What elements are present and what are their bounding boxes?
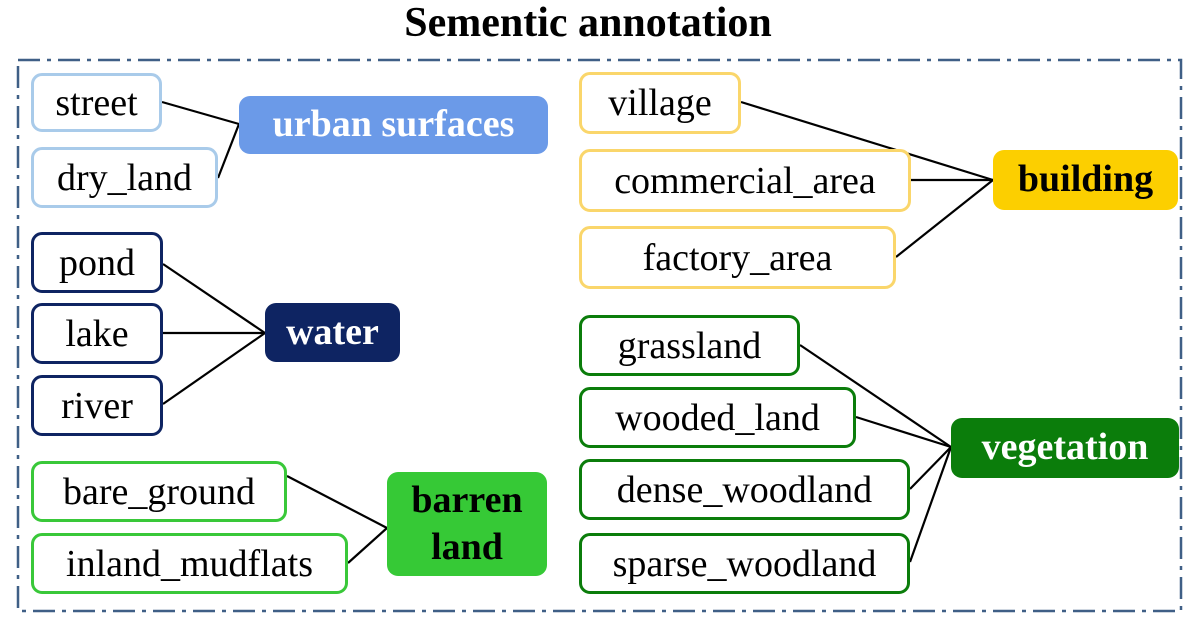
leaf-commercial-area: commercial_area <box>579 149 911 212</box>
leaf-inland-mudflats-text: inland_mudflats <box>66 542 313 585</box>
connector-street <box>161 100 240 126</box>
category-barren-line1: barren <box>411 478 523 521</box>
leaf-river: river <box>31 375 163 436</box>
annotation-frame <box>16 58 1183 613</box>
connector-bare-ground <box>286 475 388 529</box>
leaf-village: village <box>579 72 741 134</box>
leaf-lake: lake <box>31 303 163 364</box>
category-barren-land: barren land <box>387 472 547 576</box>
leaf-pond: pond <box>31 232 163 293</box>
category-barren-line2: land <box>431 526 503 568</box>
leaf-wooded-land: wooded_land <box>579 387 856 448</box>
connector-sparse-woodland <box>908 446 953 563</box>
leaf-sparse-woodland: sparse_woodland <box>579 533 910 594</box>
leaf-factory-area: factory_area <box>579 226 896 289</box>
leaf-dry-land: dry_land <box>31 147 218 208</box>
connector-factory-area <box>895 179 994 258</box>
connector-dense-woodland <box>909 446 952 490</box>
leaf-bare-ground: bare_ground <box>31 461 287 522</box>
leaf-grassland: grassland <box>579 315 800 376</box>
leaf-street: street <box>31 73 162 132</box>
connector-village <box>740 100 994 182</box>
leaf-bare-ground-text: bare_ground <box>62 470 256 513</box>
connector-inland-mudflats <box>347 527 388 564</box>
category-urban-surfaces: urban surfaces <box>239 96 548 154</box>
diagram-title: Sementic annotation <box>404 0 772 46</box>
connector-dry-land <box>216 123 241 179</box>
leaf-inland-mudflats: inland_mudflats <box>31 533 348 594</box>
connector-pond <box>162 263 266 334</box>
category-water: water <box>265 303 400 362</box>
leaf-dense-woodland: dense_woodland <box>579 459 910 520</box>
category-vegetation: vegetation <box>951 418 1179 478</box>
category-building: building <box>993 150 1178 210</box>
connector-river <box>162 332 266 405</box>
connector-wooded-land <box>855 415 952 449</box>
connector-grassland <box>799 344 952 448</box>
